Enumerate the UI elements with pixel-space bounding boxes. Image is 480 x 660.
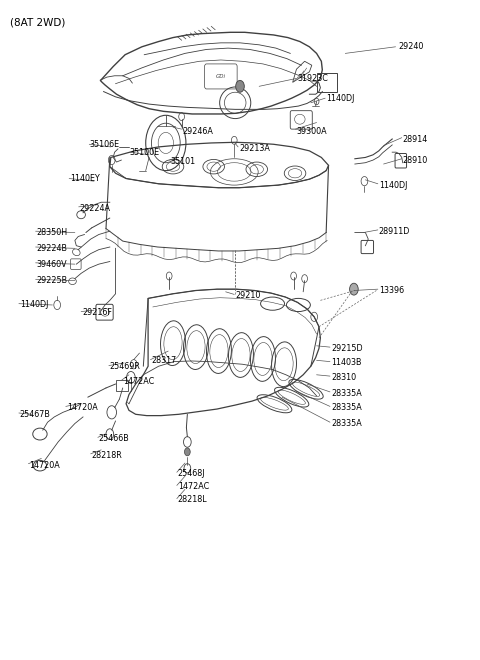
Text: 35101: 35101: [170, 157, 196, 166]
Text: 28317: 28317: [152, 356, 177, 366]
Text: 1472AC: 1472AC: [178, 482, 209, 491]
Text: GDi: GDi: [216, 74, 226, 79]
Circle shape: [349, 283, 358, 295]
Text: 28310: 28310: [331, 373, 356, 382]
Text: 39300A: 39300A: [297, 127, 327, 135]
Text: 14720A: 14720A: [67, 403, 97, 412]
Circle shape: [184, 448, 190, 456]
Text: 25469R: 25469R: [110, 362, 141, 372]
Text: 25466B: 25466B: [99, 434, 130, 443]
Text: 1472AC: 1472AC: [123, 377, 154, 386]
Text: 28914: 28914: [403, 135, 428, 143]
Text: 29213A: 29213A: [239, 144, 270, 152]
Text: 28335A: 28335A: [331, 403, 362, 412]
Text: 28350H: 28350H: [36, 228, 68, 237]
Text: 39460V: 39460V: [36, 259, 67, 269]
Text: 25467B: 25467B: [20, 410, 51, 419]
Text: 35106E: 35106E: [89, 140, 120, 148]
Text: 29246A: 29246A: [182, 127, 214, 135]
Text: 31923C: 31923C: [298, 74, 328, 83]
Text: 14720A: 14720A: [29, 461, 60, 469]
Text: 29215D: 29215D: [331, 344, 362, 353]
Text: 1140DJ: 1140DJ: [20, 300, 48, 310]
Text: 29216F: 29216F: [82, 308, 112, 317]
Text: 29225B: 29225B: [36, 276, 68, 285]
Text: 29224B: 29224B: [36, 244, 68, 253]
Text: 28218R: 28218R: [92, 451, 122, 459]
Text: (8AT 2WD): (8AT 2WD): [10, 17, 66, 27]
Text: 28910: 28910: [403, 156, 428, 164]
Text: 1140DJ: 1140DJ: [326, 94, 355, 103]
Text: 29224A: 29224A: [80, 204, 111, 213]
Circle shape: [236, 81, 244, 92]
Text: 1140EY: 1140EY: [70, 174, 100, 183]
Text: 29240: 29240: [398, 42, 423, 51]
Text: 35100E: 35100E: [130, 148, 160, 156]
Text: 13396: 13396: [379, 286, 404, 295]
Text: 28911D: 28911D: [379, 226, 410, 236]
Text: 29210: 29210: [235, 291, 261, 300]
Text: 25468J: 25468J: [178, 469, 205, 478]
Text: 28335A: 28335A: [331, 389, 362, 398]
Text: 11403B: 11403B: [331, 358, 361, 368]
Text: 28218L: 28218L: [178, 496, 207, 504]
Text: 1140DJ: 1140DJ: [379, 181, 407, 189]
Text: 28335A: 28335A: [331, 419, 362, 428]
